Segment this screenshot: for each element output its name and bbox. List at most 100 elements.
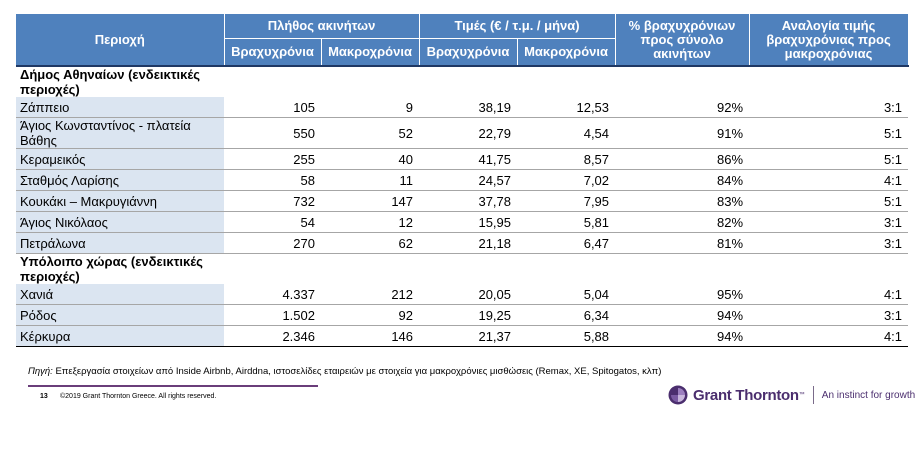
table-row: Άγιος Νικόλαος 54 12 15,95 5,81 82% 3:1	[16, 211, 909, 233]
price-long: 8,57	[517, 148, 616, 170]
header-short-percentage: % βραχυχρόνιων προς σύνολο ακινήτων	[615, 14, 750, 67]
price-ratio: 3:1	[749, 97, 909, 118]
price-long: 7,95	[517, 190, 616, 212]
count-long: 62	[321, 232, 420, 254]
short-percentage: 86%	[615, 148, 750, 170]
count-long: 212	[321, 284, 420, 305]
price-ratio: 4:1	[749, 169, 909, 191]
area-name: Σταθμός Λαρίσης	[16, 169, 224, 191]
header-region: Περιοχή	[16, 14, 225, 67]
count-short: 732	[224, 190, 321, 212]
table-row: Χανιά 4.337 212 20,05 5,04 95% 4:1	[16, 284, 909, 305]
table-row: Κεραμεικός 255 40 41,75 8,57 86% 5:1	[16, 148, 909, 170]
price-long: 7,02	[517, 169, 616, 191]
grant-thornton-logo-icon	[668, 385, 688, 405]
header-count-group: Πλήθος ακινήτων	[224, 14, 420, 39]
count-long: 146	[321, 325, 420, 347]
price-ratio: 5:1	[749, 148, 909, 170]
count-short: 255	[224, 148, 321, 170]
price-short: 19,25	[419, 304, 518, 326]
area-name: Κουκάκι – Μακρυγιάννη	[16, 190, 224, 212]
price-ratio: 3:1	[749, 304, 909, 326]
source-text: Επεξεργασία στοιχείων από Inside Airbnb,…	[55, 366, 662, 377]
count-short: 105	[224, 97, 321, 118]
section-title: Υπόλοιπο χώρας (ενδεικτικές περιοχές)	[16, 253, 224, 284]
price-long: 4,54	[517, 117, 616, 149]
count-short: 1.502	[224, 304, 321, 326]
price-short: 21,37	[419, 325, 518, 347]
price-short: 15,95	[419, 211, 518, 233]
brand-separator	[812, 386, 814, 404]
price-long: 5,04	[517, 284, 616, 305]
price-short: 41,75	[419, 148, 518, 170]
table-row: Ζάππειο 105 9 38,19 12,53 92% 3:1	[16, 97, 909, 118]
short-percentage: 92%	[615, 97, 750, 118]
count-short: 58	[224, 169, 321, 191]
brand-tagline: An instinct for growth	[821, 389, 916, 401]
short-percentage: 94%	[615, 325, 750, 347]
count-short: 2.346	[224, 325, 321, 347]
short-percentage: 81%	[615, 232, 750, 254]
table-header: Περιοχή Πλήθος ακινήτων Τιμές (€ / τ.μ. …	[16, 14, 909, 67]
count-short: 4.337	[224, 284, 321, 305]
price-long: 5,88	[517, 325, 616, 347]
price-ratio: 5:1	[749, 117, 909, 149]
area-name: Κέρκυρα	[16, 325, 224, 347]
short-percentage: 95%	[615, 284, 750, 305]
short-percentage: 91%	[615, 117, 750, 149]
data-table-container: Περιοχή Πλήθος ακινήτων Τιμές (€ / τ.μ. …	[16, 14, 909, 347]
price-short: 37,78	[419, 190, 518, 212]
header-price-ratio: Αναλογία τιμής βραχυχρόνιας προς μακροχρ…	[749, 14, 909, 67]
short-percentage: 94%	[615, 304, 750, 326]
price-ratio: 3:1	[749, 232, 909, 254]
area-name: Πετράλωνα	[16, 232, 224, 254]
properties-table: Περιοχή Πλήθος ακινήτων Τιμές (€ / τ.μ. …	[16, 14, 909, 347]
area-name: Χανιά	[16, 284, 224, 305]
brand-logo-block: Grant Thornton ™ An instinct for growth	[668, 384, 915, 406]
header-price-long: Μακροχρόνια	[517, 38, 616, 67]
short-percentage: 83%	[615, 190, 750, 212]
area-name: Ζάππειο	[16, 97, 224, 118]
table-row: Κουκάκι – Μακρυγιάννη 732 147 37,78 7,95…	[16, 190, 909, 212]
count-short: 270	[224, 232, 321, 254]
table-row: Άγιος Κωνσταντίνος - πλατεία Βάθης 550 5…	[16, 117, 909, 149]
area-name: Κεραμεικός	[16, 148, 224, 170]
table-row: Κέρκυρα 2.346 146 21,37 5,88 94% 4:1	[16, 325, 909, 347]
price-short: 22,79	[419, 117, 518, 149]
count-long: 9	[321, 97, 420, 118]
page-number: 13	[40, 393, 48, 400]
area-name: Άγιος Κωνσταντίνος - πλατεία Βάθης	[16, 117, 224, 149]
count-short: 550	[224, 117, 321, 149]
section-row: Υπόλοιπο χώρας (ενδεικτικές περιοχές)	[16, 253, 909, 284]
price-ratio: 4:1	[749, 325, 909, 347]
footer-divider	[28, 385, 318, 387]
area-name: Ρόδος	[16, 304, 224, 326]
header-count-short: Βραχυχρόνια	[224, 38, 322, 67]
count-long: 92	[321, 304, 420, 326]
brand-name: Grant Thornton	[693, 386, 799, 404]
trademark-mark: ™	[798, 392, 805, 398]
price-long: 5,81	[517, 211, 616, 233]
count-long: 11	[321, 169, 420, 191]
count-long: 40	[321, 148, 420, 170]
header-count-long: Μακροχρόνια	[321, 38, 420, 67]
price-ratio: 3:1	[749, 211, 909, 233]
table-row: Ρόδος 1.502 92 19,25 6,34 94% 3:1	[16, 304, 909, 326]
price-ratio: 5:1	[749, 190, 909, 212]
section-title: Δήμος Αθηναίων (ενδεικτικές περιοχές)	[16, 66, 224, 97]
table-row: Πετράλωνα 270 62 21,18 6,47 81% 3:1	[16, 232, 909, 254]
table-body: Δήμος Αθηναίων (ενδεικτικές περιοχές) Ζά…	[16, 66, 909, 347]
short-percentage: 82%	[615, 211, 750, 233]
short-percentage: 84%	[615, 169, 750, 191]
source-note: Πηγή: Επεξεργασία στοιχείων από Inside A…	[28, 366, 661, 377]
table-row: Σταθμός Λαρίσης 58 11 24,57 7,02 84% 4:1	[16, 169, 909, 191]
price-long: 6,34	[517, 304, 616, 326]
count-long: 12	[321, 211, 420, 233]
price-ratio: 4:1	[749, 284, 909, 305]
price-short: 20,05	[419, 284, 518, 305]
count-short: 54	[224, 211, 321, 233]
count-long: 52	[321, 117, 420, 149]
price-long: 12,53	[517, 97, 616, 118]
area-name: Άγιος Νικόλαος	[16, 211, 224, 233]
price-short: 38,19	[419, 97, 518, 118]
